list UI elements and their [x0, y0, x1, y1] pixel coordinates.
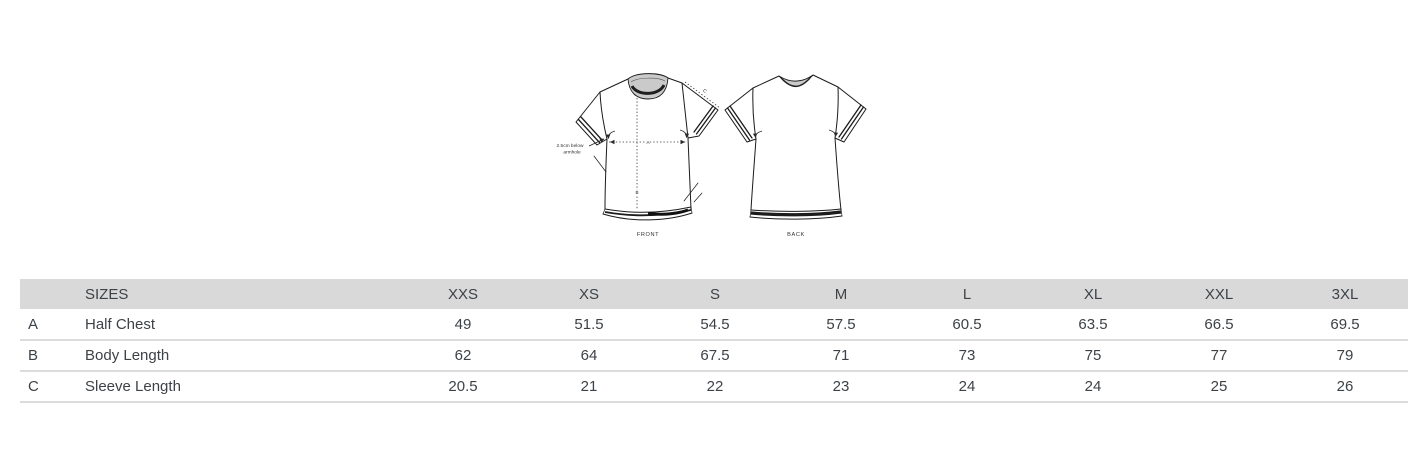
header-size-l: L [904, 279, 1030, 309]
front-shirt-drawing: A B C 2.5cm below armhole FRONT [557, 73, 721, 238]
back-caption: BACK [787, 232, 805, 238]
size-value: 24 [1030, 371, 1156, 403]
tshirt-diagram-svg: A B C 2.5cm below armhole FRONT [557, 73, 867, 238]
row-label: Body Length [62, 340, 400, 372]
measure-line-c [684, 81, 721, 109]
measure-label-a: A [646, 140, 650, 145]
size-value: 66.5 [1156, 309, 1282, 341]
row-letter: C [20, 371, 62, 403]
header-size-xl: XL [1030, 279, 1156, 309]
size-table-header-row: SIZES XXS XS S M L XL XXL 3XL [20, 279, 1408, 309]
size-value: 64 [526, 340, 652, 372]
armhole-annotation-line2: armhole [563, 150, 581, 156]
measure-label-b: B [635, 190, 638, 195]
row-label: Sleeve Length [62, 371, 400, 403]
size-value: 75 [1030, 340, 1156, 372]
size-value: 24 [904, 371, 1030, 403]
row-letter: A [20, 309, 62, 341]
size-value: 62 [400, 340, 526, 372]
header-size-m: M [778, 279, 904, 309]
size-value: 54.5 [652, 309, 778, 341]
size-row-half-chest: A Half Chest 49 51.5 54.5 57.5 60.5 63.5… [20, 309, 1408, 341]
size-value: 79 [1282, 340, 1408, 372]
size-value: 49 [400, 309, 526, 341]
back-shirt-drawing: BACK [724, 74, 867, 238]
header-size-xxl: XXL [1156, 279, 1282, 309]
size-value: 77 [1156, 340, 1282, 372]
front-caption: FRONT [637, 232, 659, 238]
size-value: 73 [904, 340, 1030, 372]
size-value: 57.5 [778, 309, 904, 341]
size-value: 25 [1156, 371, 1282, 403]
tshirt-measurement-diagram: A B C 2.5cm below armhole FRONT [548, 52, 888, 247]
size-value: 21 [526, 371, 652, 403]
header-size-s: S [652, 279, 778, 309]
size-value: 67.5 [652, 340, 778, 372]
size-value: 20.5 [400, 371, 526, 403]
size-value: 60.5 [904, 309, 1030, 341]
size-value: 71 [778, 340, 904, 372]
size-row-body-length: B Body Length 62 64 67.5 71 73 75 77 79 [20, 340, 1408, 372]
header-size-xxs: XXS [400, 279, 526, 309]
measure-label-c: C [702, 88, 708, 94]
header-letter-cell [20, 279, 62, 309]
header-size-3xl: 3XL [1282, 279, 1408, 309]
annotation-leader-line [588, 138, 605, 147]
size-table: SIZES XXS XS S M L XL XXL 3XL A Half Che… [20, 279, 1408, 403]
size-value: 63.5 [1030, 309, 1156, 341]
header-size-xs: XS [526, 279, 652, 309]
size-row-sleeve-length: C Sleeve Length 20.5 21 22 23 24 24 25 2… [20, 371, 1408, 403]
size-value: 23 [778, 371, 904, 403]
size-value: 51.5 [526, 309, 652, 341]
size-value: 22 [652, 371, 778, 403]
row-letter: B [20, 340, 62, 372]
armhole-annotation-line1: 2.5cm below [557, 143, 584, 149]
header-sizes-label: SIZES [62, 279, 400, 309]
size-value: 26 [1282, 371, 1408, 403]
row-label: Half Chest [62, 309, 400, 341]
size-value: 69.5 [1282, 309, 1408, 341]
